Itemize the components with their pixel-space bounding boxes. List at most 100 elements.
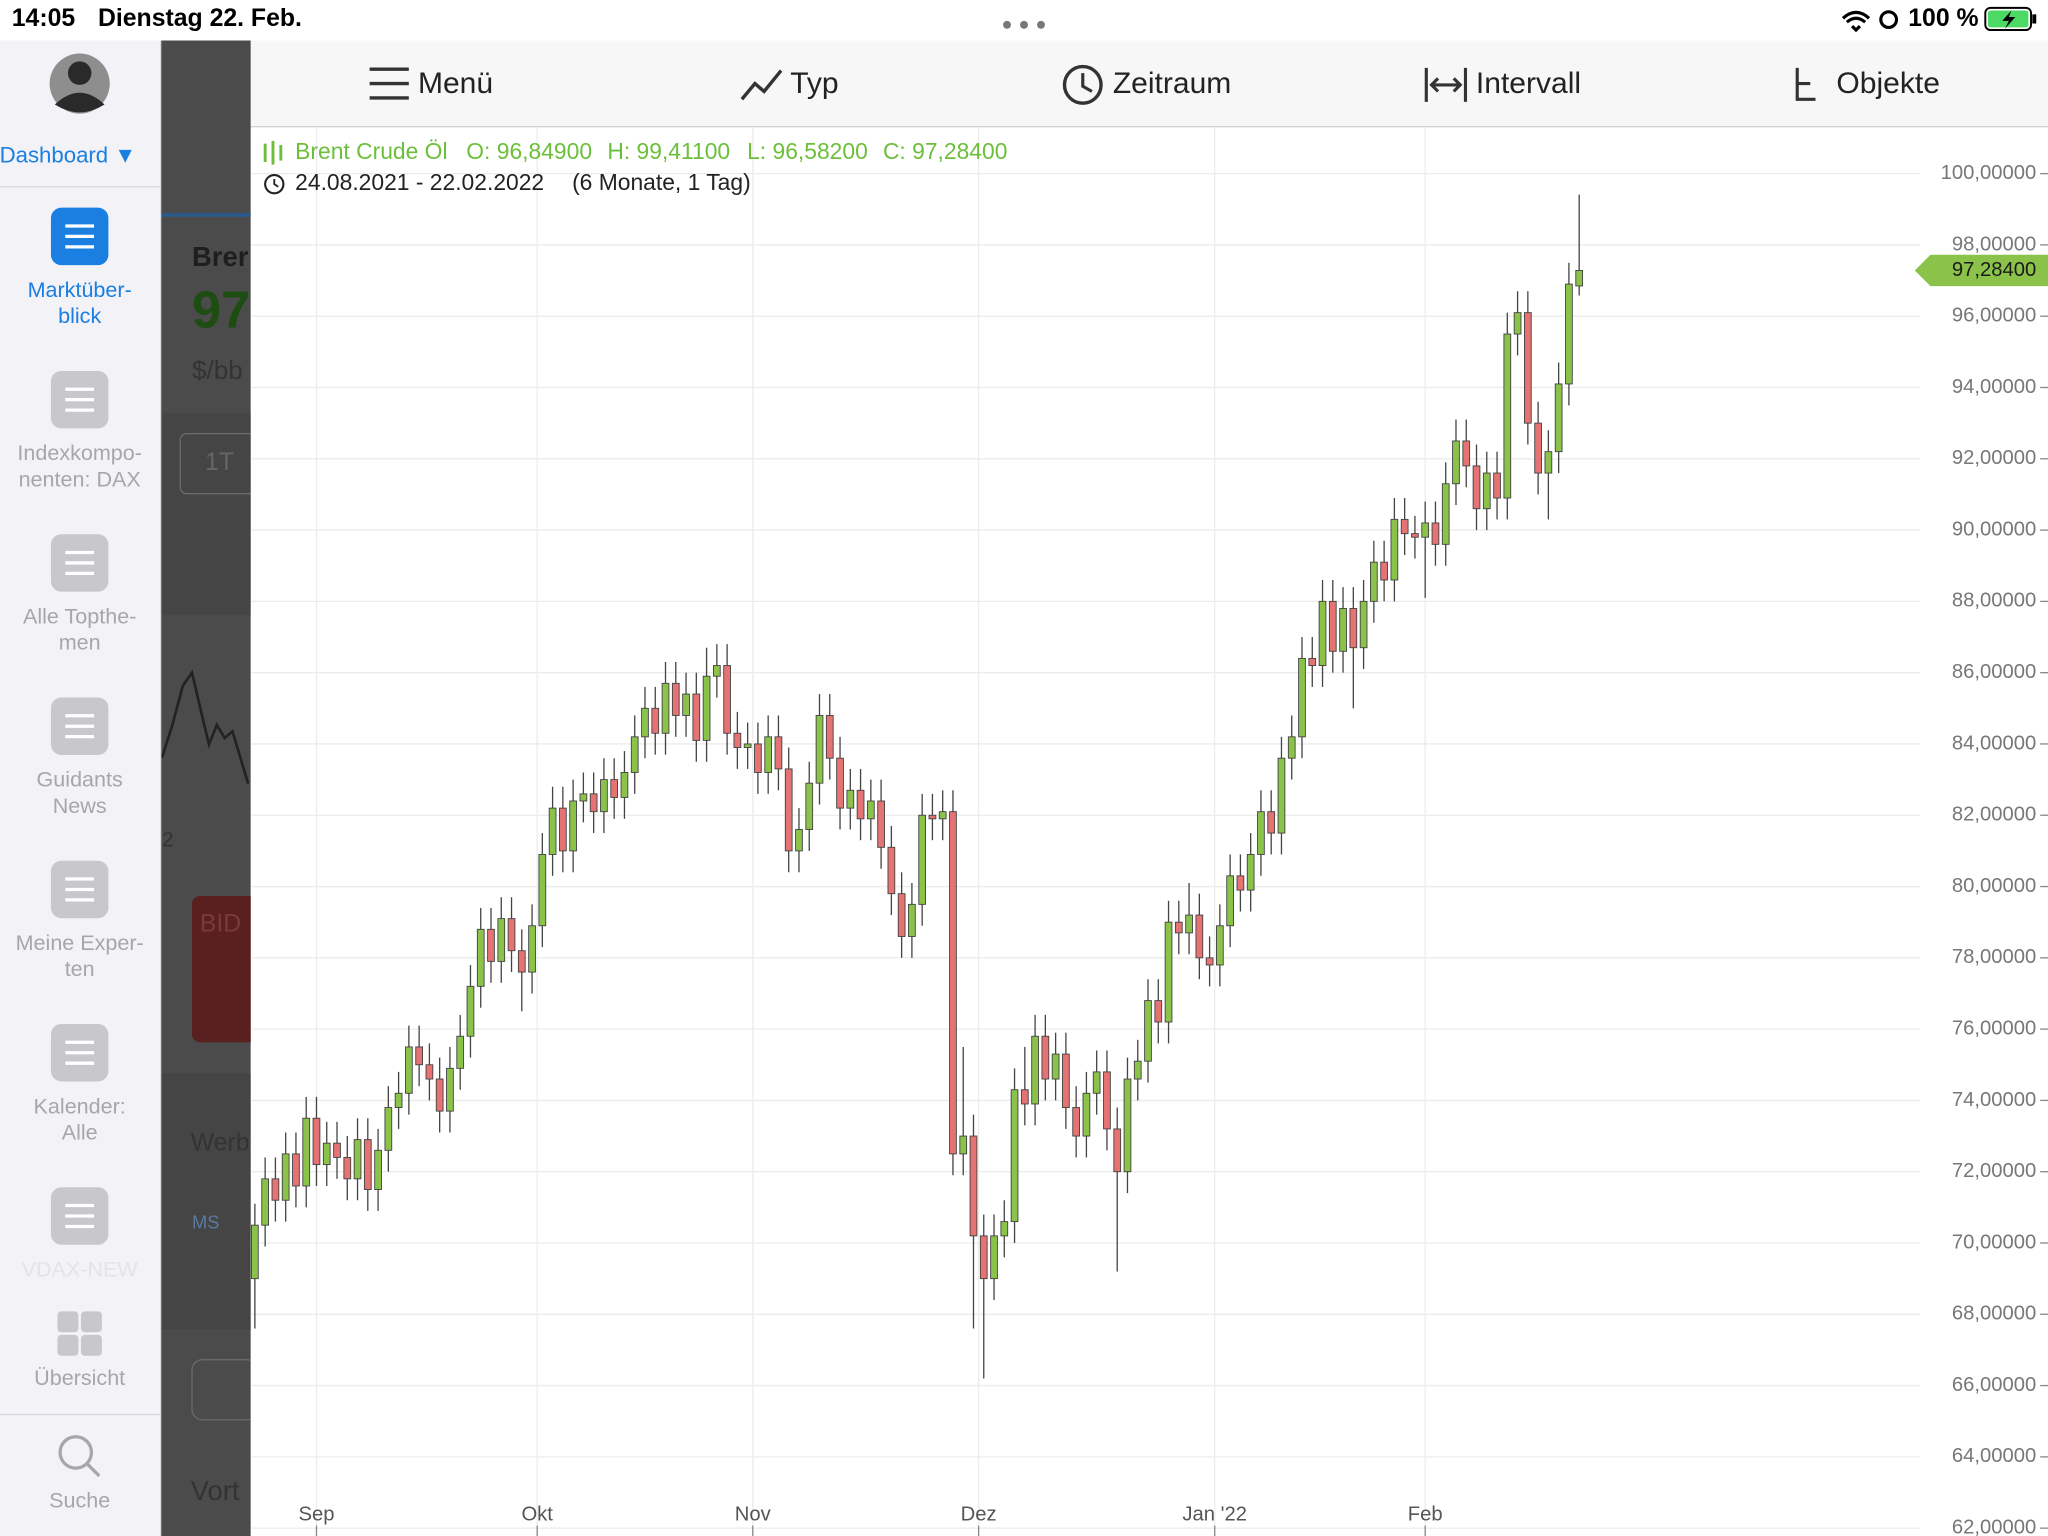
candle-body (251, 1224, 259, 1280)
sidebar-label[interactable]: nenten: DAX (19, 466, 141, 491)
x-tick-label: Dez (961, 1503, 997, 1525)
sidebar-label[interactable]: VDAX-NEW (22, 1257, 139, 1282)
y-tick-label: 72,00000 (1952, 1160, 2036, 1182)
candle-body (1380, 561, 1388, 581)
x-tick-label: Okt (521, 1503, 553, 1525)
dimmed-text: Brer (192, 241, 249, 272)
candle-body (528, 925, 536, 973)
y-tick-label: 80,00000 (1952, 875, 2036, 897)
candle-body (1154, 1000, 1163, 1023)
candle-body (877, 800, 885, 848)
toolbar-icon[interactable] (369, 67, 409, 100)
clock-hand (1081, 73, 1093, 93)
candle-body (620, 772, 629, 798)
candle-body (1472, 465, 1481, 510)
sidebar-label[interactable]: Marktüber- (28, 277, 132, 302)
candle-body (815, 714, 824, 784)
search-label[interactable]: Suche (49, 1488, 110, 1513)
y-tick-label: 100,00000 (1941, 162, 2037, 184)
toolbar-icon[interactable] (1062, 64, 1103, 105)
candle-body (702, 675, 711, 741)
status-bar (0, 0, 2048, 41)
candle-body (784, 768, 793, 852)
last-price-tag (1914, 254, 2048, 287)
dimmed-bid (192, 896, 258, 1043)
toolbar-icon[interactable] (740, 69, 783, 101)
range-clock (264, 173, 285, 195)
candle-body (466, 985, 475, 1037)
x-tick-label: Jan '22 (1182, 1503, 1247, 1525)
toolbar-label[interactable]: Menü (418, 67, 493, 100)
sidebar-label[interactable]: men (59, 630, 101, 655)
sidebar-label[interactable]: Alle Topthe- (23, 603, 136, 628)
candle-body (1308, 657, 1317, 666)
dimmed-block (160, 412, 251, 616)
candle-body (405, 1046, 413, 1094)
candle-body (1144, 1000, 1152, 1062)
candle-body (507, 918, 516, 952)
candle-body (1041, 1035, 1050, 1080)
candle-body (1452, 440, 1460, 485)
candle-body (548, 807, 557, 855)
candle-body (743, 743, 752, 748)
candle-body (1174, 921, 1183, 934)
sidebar-label[interactable]: blick (58, 303, 101, 328)
candle-body (363, 1139, 372, 1190)
last-price-label: 97,28400 (1952, 259, 2036, 281)
candle-body (692, 693, 701, 741)
sidebar-label[interactable]: Guidants (37, 767, 123, 792)
clock-icon (1062, 64, 1103, 105)
candle-body (1226, 875, 1234, 927)
candle-body (1421, 522, 1430, 538)
toolbar-icon[interactable] (1795, 67, 1816, 101)
chart-period: (6 Monate, 1 Tag) (572, 169, 751, 195)
sidebar-label[interactable]: Kalender: (34, 1093, 126, 1118)
candle-body (292, 1153, 300, 1187)
sidebar-label[interactable]: Alle (62, 1119, 98, 1144)
sidebar-label[interactable]: Indexkompo- (17, 440, 142, 465)
sidebar-label[interactable]: ten (65, 956, 95, 981)
sidebar-label[interactable]: News (53, 793, 107, 818)
toolbar-label[interactable]: Objekte (1836, 67, 1940, 100)
candle-body (1431, 522, 1440, 545)
candle-body (415, 1046, 423, 1066)
candle-body (1062, 1053, 1070, 1108)
candle-body (312, 1117, 321, 1166)
candle-body (928, 814, 937, 820)
candle-body (589, 793, 598, 813)
candle-body (949, 811, 957, 1155)
x-tick-label: Nov (735, 1503, 772, 1525)
sidebar-label[interactable]: Meine Exper- (16, 930, 144, 955)
candle-body (1318, 600, 1327, 666)
toolbar-icon[interactable] (1424, 67, 1468, 102)
sidebar-icon (57, 1311, 79, 1333)
toolbar-label[interactable]: Intervall (1476, 67, 1581, 100)
candle-body (1000, 1221, 1009, 1237)
candle-body (1482, 472, 1491, 510)
dimmed-text: 1T (205, 449, 234, 476)
multitask-dots (1003, 20, 1045, 29)
chart-title: Brent Crude Öl (295, 138, 447, 164)
sidebar-label[interactable]: Übersicht (34, 1365, 125, 1390)
avatar[interactable] (49, 53, 110, 114)
ohlc-label: C: 97,28400 (883, 138, 1007, 164)
candle-body (682, 693, 690, 716)
dimmed-text: Vort (191, 1475, 240, 1506)
candle-body (610, 779, 619, 798)
candle-body (1113, 1128, 1122, 1173)
toolbar-label[interactable]: Zeitraum (1113, 67, 1231, 100)
dimmed-text: $/bb (192, 355, 243, 385)
candle-body (281, 1153, 290, 1201)
candle-body (795, 829, 803, 852)
candle-body (1287, 736, 1296, 759)
candle-body (1523, 312, 1532, 424)
toolbar-label[interactable]: Typ (790, 67, 838, 100)
dashboard-menu[interactable]: Dashboard ▼ (0, 143, 136, 168)
y-tick-label: 78,00000 (1952, 946, 2036, 968)
candle-body (538, 853, 547, 927)
candle-body (435, 1078, 444, 1112)
x-tick-label: Feb (1408, 1503, 1443, 1525)
candle-body (1339, 608, 1347, 652)
candle-body (1370, 561, 1378, 602)
